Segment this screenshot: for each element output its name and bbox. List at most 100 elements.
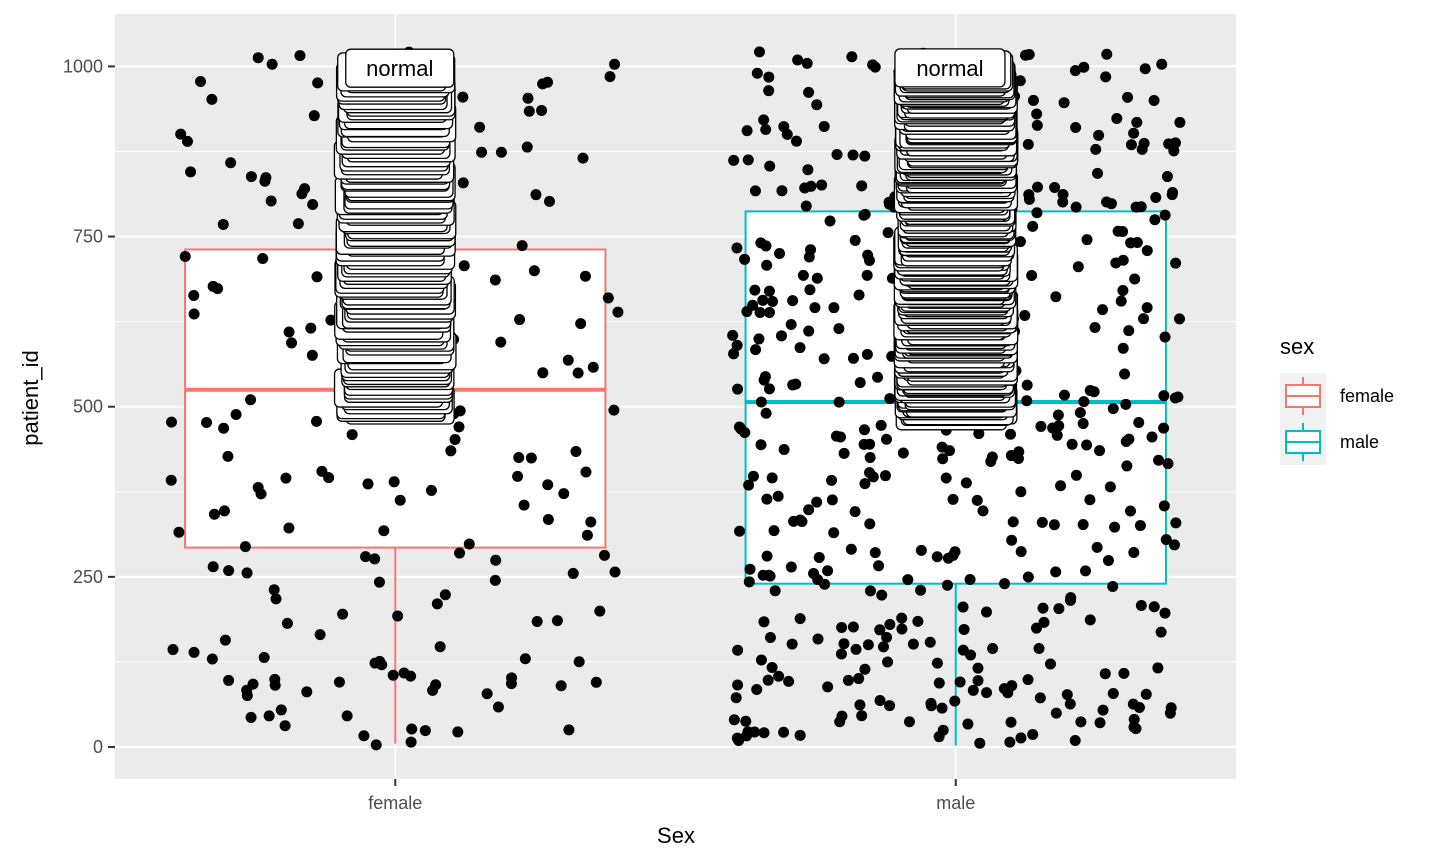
point bbox=[1022, 571, 1034, 583]
point bbox=[252, 52, 264, 64]
point bbox=[505, 678, 517, 690]
point bbox=[1070, 201, 1082, 213]
point bbox=[1107, 580, 1119, 592]
point bbox=[1081, 439, 1093, 451]
point bbox=[609, 58, 621, 70]
point bbox=[1074, 407, 1086, 419]
point bbox=[1118, 667, 1130, 679]
point bbox=[850, 643, 862, 655]
point bbox=[758, 727, 770, 739]
point bbox=[792, 54, 804, 66]
point bbox=[519, 653, 531, 665]
point bbox=[763, 85, 775, 97]
point bbox=[1058, 97, 1070, 109]
point bbox=[757, 294, 769, 306]
point bbox=[816, 179, 828, 191]
point bbox=[577, 152, 589, 164]
point bbox=[1138, 313, 1150, 325]
point bbox=[1050, 566, 1062, 578]
point bbox=[751, 683, 763, 695]
point bbox=[794, 342, 806, 354]
point bbox=[876, 589, 888, 601]
point bbox=[862, 639, 874, 651]
point bbox=[872, 371, 884, 383]
point bbox=[490, 554, 502, 566]
point bbox=[369, 553, 381, 565]
point bbox=[1115, 295, 1127, 307]
point bbox=[985, 455, 997, 467]
point bbox=[454, 547, 466, 559]
point bbox=[772, 490, 784, 502]
point bbox=[1031, 119, 1043, 131]
point bbox=[859, 478, 871, 490]
point bbox=[165, 474, 177, 486]
point bbox=[766, 472, 778, 484]
point bbox=[523, 105, 535, 117]
point bbox=[1107, 688, 1119, 700]
point bbox=[531, 615, 543, 627]
point bbox=[188, 646, 200, 658]
point bbox=[734, 525, 746, 537]
point bbox=[1128, 127, 1140, 139]
point bbox=[1032, 181, 1044, 193]
point bbox=[731, 339, 743, 351]
point bbox=[776, 185, 788, 197]
point bbox=[915, 544, 927, 556]
point bbox=[1075, 716, 1087, 728]
point bbox=[972, 662, 984, 674]
point bbox=[307, 199, 319, 211]
point bbox=[1090, 143, 1102, 155]
point bbox=[1023, 193, 1035, 205]
point bbox=[869, 61, 881, 73]
point bbox=[268, 584, 280, 596]
point bbox=[434, 641, 446, 653]
point bbox=[516, 240, 528, 252]
point bbox=[495, 336, 507, 348]
point bbox=[873, 560, 885, 572]
point bbox=[835, 431, 847, 443]
point bbox=[731, 732, 743, 744]
point bbox=[869, 547, 881, 559]
point bbox=[794, 514, 806, 526]
point bbox=[425, 484, 437, 496]
point bbox=[362, 478, 374, 490]
point bbox=[977, 505, 989, 517]
point bbox=[1111, 113, 1123, 125]
point bbox=[967, 684, 979, 696]
point bbox=[884, 700, 896, 712]
point bbox=[813, 551, 825, 563]
point bbox=[1161, 171, 1173, 183]
point bbox=[449, 433, 461, 445]
point bbox=[822, 565, 834, 577]
point bbox=[166, 416, 178, 428]
point bbox=[537, 367, 549, 379]
point bbox=[822, 681, 834, 693]
point bbox=[387, 669, 399, 681]
point bbox=[1050, 291, 1062, 303]
point bbox=[392, 610, 404, 622]
point bbox=[803, 251, 815, 263]
point bbox=[799, 182, 811, 194]
point bbox=[760, 124, 772, 136]
point bbox=[1110, 257, 1122, 269]
point bbox=[803, 504, 815, 516]
point bbox=[1169, 137, 1181, 149]
point bbox=[373, 576, 385, 588]
point bbox=[767, 295, 779, 307]
point bbox=[245, 394, 257, 406]
point bbox=[858, 424, 870, 436]
point bbox=[818, 121, 830, 133]
point bbox=[856, 710, 868, 722]
point bbox=[835, 648, 847, 660]
point bbox=[728, 714, 740, 726]
point bbox=[1156, 58, 1168, 70]
point bbox=[512, 470, 524, 482]
point bbox=[207, 280, 219, 292]
point bbox=[847, 149, 859, 161]
point bbox=[525, 452, 537, 464]
point bbox=[764, 632, 776, 644]
point bbox=[801, 57, 813, 69]
point bbox=[847, 621, 859, 633]
point bbox=[800, 200, 812, 212]
point bbox=[1021, 395, 1033, 407]
